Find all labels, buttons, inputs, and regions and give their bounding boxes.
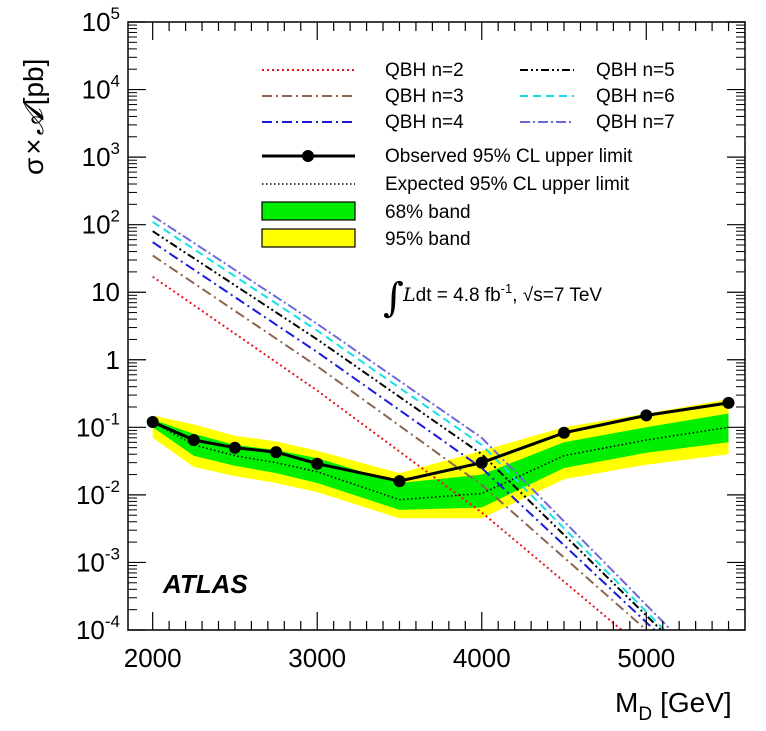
- labels-layer: 2000 3000 4000 500010510410310210110-110-21…: [76, 4, 675, 673]
- y-tick-label: 10-2: [76, 477, 120, 510]
- observed-point: [311, 457, 324, 470]
- qbh-n2-line: [152, 275, 623, 630]
- legend-label-qbh-n2: QBH n=2: [385, 60, 464, 81]
- observed-point: [187, 434, 200, 446]
- x-tick-label: 5000: [617, 643, 675, 673]
- observed-point: [558, 426, 570, 439]
- legend-label-band68: 68% band: [385, 202, 471, 223]
- ticks-layer: [128, 21, 745, 631]
- qbh-n5-line: [152, 230, 662, 630]
- legend-label-qbh-n4: QBH n=4: [385, 112, 464, 133]
- qbh-n7-line: [152, 215, 672, 630]
- x-axis-title: MD [GeV]: [615, 687, 732, 725]
- observed-point: [228, 441, 241, 454]
- x-tick-label: 4000: [453, 643, 511, 673]
- y-tick-label: 10-4: [76, 612, 120, 645]
- observed-point: [146, 416, 159, 428]
- lumi-text: dt = 4.8 fb: [416, 285, 501, 306]
- expected-limit-line: [152, 421, 729, 501]
- legend-swatch-band95: [261, 228, 356, 248]
- y-tick-label: 103: [82, 139, 120, 172]
- lumi-energy: , √s=7 TeV: [512, 285, 602, 306]
- y-tick-label: 105: [82, 4, 120, 37]
- observed-point: [475, 456, 488, 469]
- y-axis-title: σ×𝓐[pb]: [18, 59, 49, 175]
- svg-text:Ldt = 4.8 fb-1, √s=7 TeV: Ldt = 4.8 fb-1, √s=7 TeV: [402, 281, 602, 306]
- y-tick-label: 102: [82, 207, 120, 240]
- legend-label-qbh-n7: QBH n=7: [596, 112, 675, 133]
- legend-label-qbh-n5: QBH n=5: [596, 60, 675, 81]
- observed-point: [640, 409, 653, 422]
- observed-point: [270, 446, 283, 459]
- y-tick-label: 10-3: [76, 544, 120, 577]
- legend-label-expected: Expected 95% CL upper limit: [385, 174, 630, 195]
- legend-label-qbh-n6: QBH n=6: [596, 86, 675, 107]
- x-tick-label: 3000: [288, 643, 346, 673]
- qbh-n6-line: [152, 221, 666, 630]
- y-tick-label: 1: [106, 345, 120, 375]
- lumi-symbol: L: [402, 284, 416, 306]
- observed-point: [393, 475, 406, 488]
- x-tick-label: 2000: [124, 643, 182, 673]
- lumi-exp: -1: [501, 281, 513, 296]
- legend-label-band95: 95% band: [385, 229, 471, 250]
- legend-label-qbh-n3: QBH n=3: [385, 86, 464, 107]
- y-tick-label: 10: [91, 277, 120, 307]
- observed-point: [722, 396, 735, 409]
- plot-border: [127, 21, 746, 631]
- series-layer: [146, 215, 735, 630]
- luminosity-annotation: ∫ Ldt = 4.8 fb-1, √s=7 TeV: [383, 275, 602, 321]
- legend-swatch-observed-marker: [302, 150, 314, 162]
- y-tick-label: 10-1: [76, 409, 120, 442]
- atlas-label: ATLAS: [162, 569, 248, 599]
- band-68: [152, 413, 729, 510]
- plot-frame: [127, 21, 746, 631]
- y-tick-label: 104: [82, 72, 120, 105]
- legend-label-observed: Observed 95% CL upper limit: [385, 146, 633, 167]
- observed-limit-line: [152, 401, 729, 483]
- legend-swatch-band68: [261, 201, 356, 221]
- legend: QBH n=2 QBH n=3 QBH n=4 QBH n=5 QBH n=6 QBH n…: [261, 60, 675, 250]
- integral-sign-icon: ∫: [383, 275, 404, 321]
